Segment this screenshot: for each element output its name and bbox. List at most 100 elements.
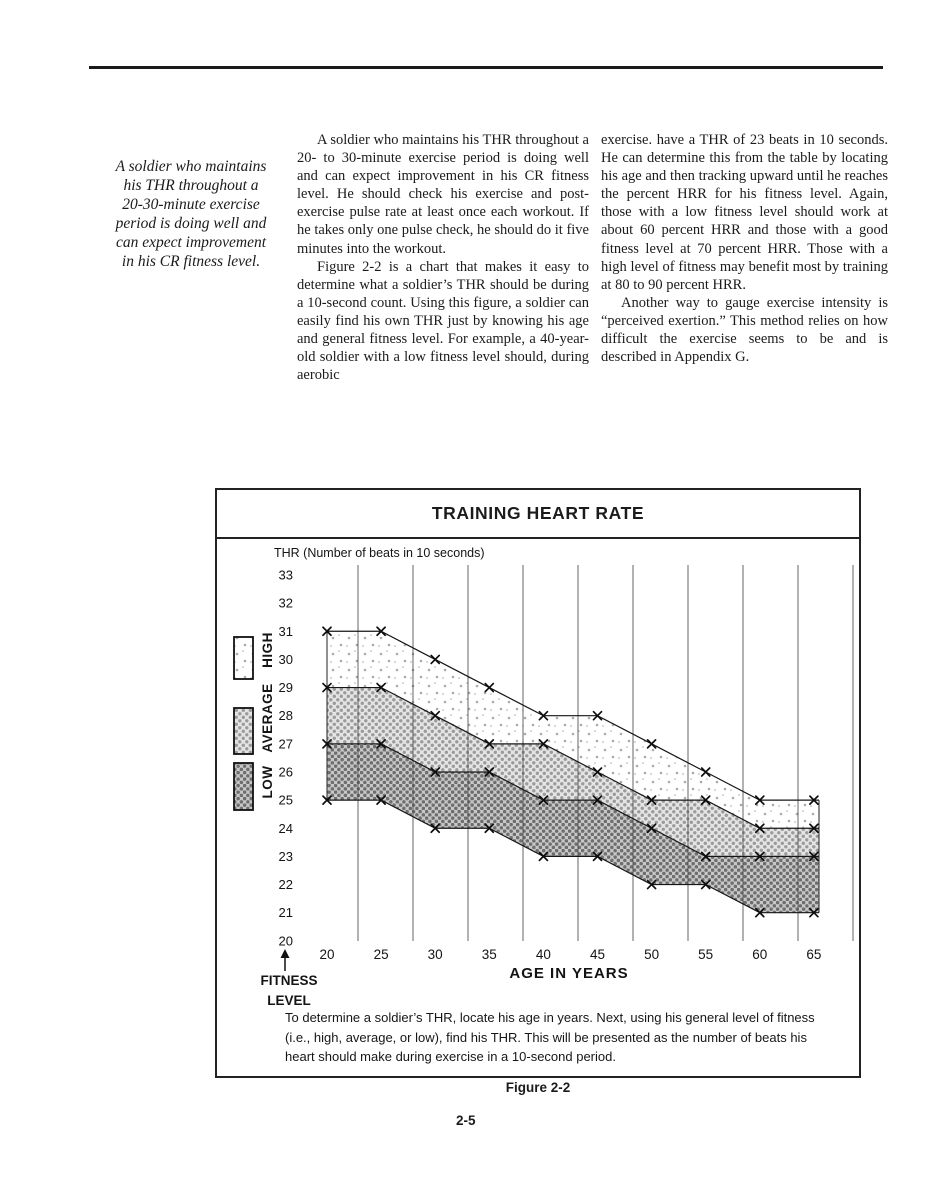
- x-marker: [592, 710, 603, 721]
- y-tick-label: 27: [279, 736, 293, 751]
- x-marker: [376, 738, 386, 749]
- y-tick-label: 29: [279, 680, 293, 695]
- x-marker: [700, 879, 711, 890]
- pull-quote-line: period is doing well and: [115, 215, 267, 232]
- x-marker: [809, 823, 819, 834]
- x-marker: [430, 710, 441, 721]
- x-marker: [376, 682, 386, 693]
- x-marker: [322, 682, 332, 693]
- x-marker: [592, 795, 603, 805]
- header-rule: [89, 66, 883, 69]
- x-marker: [430, 823, 441, 834]
- x-tick-label: 40: [536, 947, 551, 962]
- paragraph: exercise. have a THR of 23 beats in 10 s…: [601, 132, 888, 293]
- y-axis-title: THR (Number of beats in 10 seconds): [274, 546, 485, 560]
- pull-quote: A soldier who maintains his THR throughou…: [92, 157, 290, 271]
- band-low: [327, 743, 819, 913]
- pull-quote-line: his THR throughout a: [123, 177, 259, 194]
- x-tick-label: 55: [698, 947, 713, 962]
- x-tick-label: 30: [428, 947, 443, 962]
- x-marker: [484, 738, 495, 749]
- fitness-level-label: LEVEL: [267, 993, 311, 1008]
- legend-swatch-low: [233, 762, 254, 811]
- x-marker: [809, 795, 819, 805]
- y-tick-label: 22: [279, 877, 293, 892]
- x-marker: [754, 795, 765, 805]
- figure-2-2-chart: TRAINING HEART RATE THR (Number of beats…: [215, 488, 861, 1078]
- x-marker: [646, 879, 657, 890]
- body-column-middle: A soldier who maintains his THR througho…: [297, 131, 589, 384]
- x-tick-label: 25: [374, 947, 389, 962]
- x-tick-label: 20: [319, 947, 334, 962]
- data-markers-high-lower-average-upper: [322, 682, 819, 834]
- x-tick-label: 35: [482, 947, 497, 962]
- legend-swatch-average: [233, 707, 254, 755]
- data-markers-high-upper-boundary: [322, 626, 819, 805]
- band-high: [327, 631, 819, 829]
- paragraph: Figure 2-2 is a chart that makes it easy…: [297, 258, 589, 384]
- pull-quote-line: A soldier who maintains: [115, 158, 267, 175]
- x-marker: [322, 795, 332, 805]
- x-marker: [592, 767, 603, 777]
- y-tick-label: 30: [279, 652, 293, 667]
- pull-quote-line: in his CR fitness level.: [121, 253, 261, 270]
- x-marker: [484, 823, 495, 834]
- y-tick-label: 33: [279, 568, 293, 583]
- x-marker: [754, 823, 765, 834]
- x-marker: [538, 710, 549, 721]
- x-marker: [538, 795, 549, 805]
- x-marker: [809, 851, 819, 862]
- chart-title: TRAINING HEART RATE: [217, 490, 859, 539]
- band-average: [327, 687, 819, 857]
- x-marker: [646, 823, 657, 834]
- y-tick-label: 20: [279, 933, 293, 948]
- legend-label-average: AVERAGE: [260, 683, 275, 752]
- x-marker: [700, 851, 711, 862]
- thr-age-plot: THR (Number of beats in 10 seconds) 33 32 3…: [233, 546, 854, 1008]
- x-marker: [430, 767, 441, 777]
- figure-label: Figure 2-2: [505, 1080, 571, 1095]
- x-marker: [700, 767, 711, 777]
- legend-label-high: HIGH: [260, 632, 275, 668]
- x-marker: [754, 851, 765, 862]
- y-tick-label: 32: [279, 596, 293, 611]
- body-column-right: exercise. have a THR of 23 beats in 10 s…: [601, 131, 888, 366]
- legend-swatch-high: [233, 636, 254, 680]
- pull-quote-line: can expect improvement: [115, 234, 267, 251]
- x-marker: [322, 626, 332, 637]
- y-tick-label: 26: [279, 764, 293, 779]
- legend-label-low: LOW: [260, 766, 275, 799]
- y-tick-label: 28: [279, 708, 293, 723]
- y-tick-label: 23: [279, 849, 293, 864]
- chart-caption: To determine a soldier’s THR, locate his…: [285, 1010, 815, 1064]
- paragraph: Another way to gauge exercise intensity …: [601, 294, 888, 366]
- x-tick-label: 45: [590, 947, 605, 962]
- x-marker: [484, 682, 495, 693]
- x-marker: [538, 738, 549, 749]
- x-marker: [430, 654, 441, 665]
- data-markers-average-lower-low-upper: [322, 738, 819, 862]
- x-marker: [322, 738, 332, 749]
- x-marker: [646, 795, 657, 805]
- x-marker: [376, 626, 386, 637]
- y-tick-label: 31: [279, 624, 293, 639]
- page-number: 2-5: [456, 1113, 476, 1128]
- x-marker: [809, 907, 819, 918]
- x-marker: [376, 795, 386, 805]
- x-marker: [538, 851, 549, 862]
- x-marker: [592, 851, 603, 862]
- pull-quote-line: 20-30-minute exercise: [122, 196, 260, 213]
- fitness-level-label: FITNESS: [260, 973, 317, 988]
- x-marker: [484, 767, 495, 777]
- y-tick-label: 24: [279, 821, 293, 836]
- x-marker: [700, 795, 711, 805]
- y-tick-label: 25: [279, 793, 293, 808]
- x-tick-label: 50: [644, 947, 659, 962]
- fitness-level-arrow-icon: [280, 949, 290, 958]
- x-marker: [754, 907, 765, 918]
- paragraph: A soldier who maintains his THR througho…: [297, 132, 589, 257]
- x-axis-title: AGE IN YEARS: [509, 965, 628, 982]
- x-tick-label: 65: [806, 947, 821, 962]
- y-tick-label: 21: [279, 905, 293, 920]
